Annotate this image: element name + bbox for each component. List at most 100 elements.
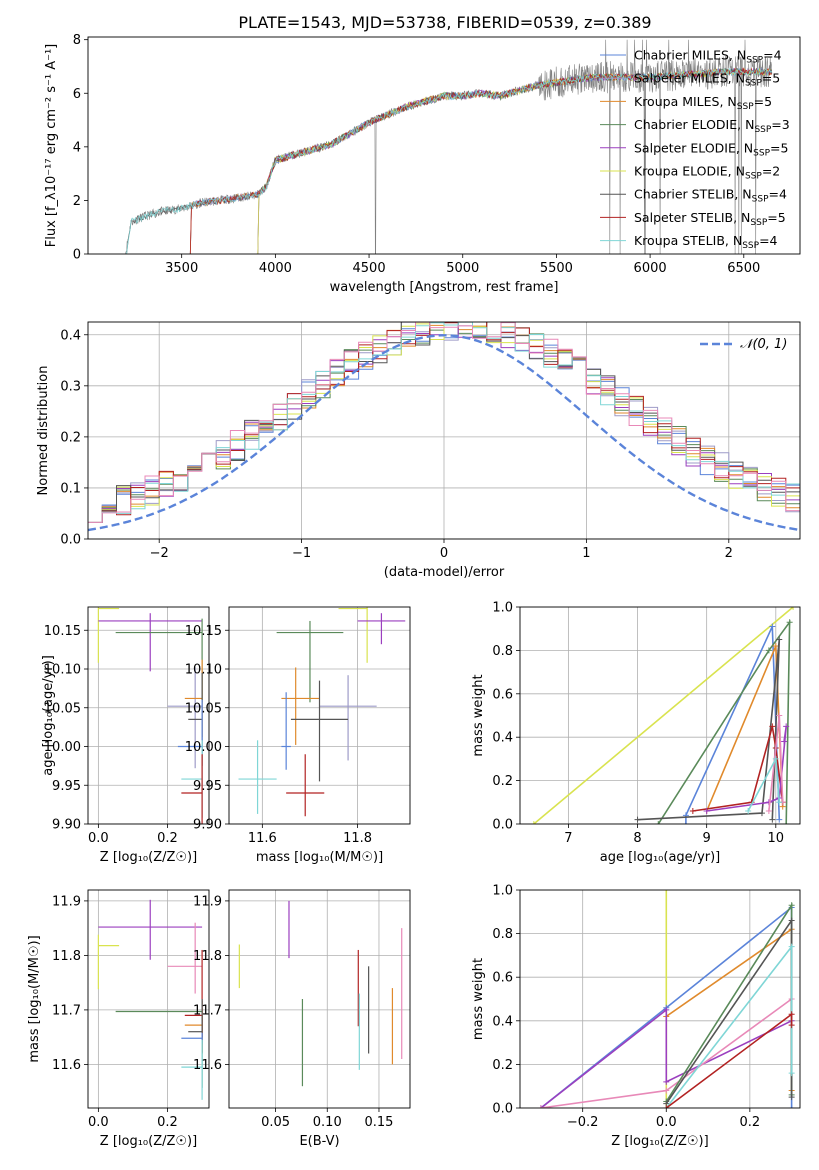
legend-entry: Chabrier STELIB, NSSP=4 — [634, 187, 787, 205]
x-tick-label: 4500 — [353, 261, 386, 276]
y-tick-label: 0.2 — [492, 774, 513, 789]
x-tick-label: 0.0 — [88, 831, 109, 846]
x-tick-label: 0.05 — [261, 1115, 290, 1130]
y-tick-label: 0.3 — [60, 379, 81, 394]
legend-entry: Kroupa STELIB, NSSP=4 — [634, 233, 778, 251]
legend-value: =5 — [767, 210, 785, 225]
legend-sub: SSP — [737, 102, 754, 112]
weight-marker — [772, 643, 779, 650]
x-tick-label: 3500 — [165, 261, 198, 276]
x-axis-label: Z [log₁₀(Z/Z☉)] — [611, 1134, 708, 1149]
weight-marker — [537, 1105, 544, 1108]
mass_age-plot-area — [229, 607, 410, 824]
weight-marker — [745, 807, 752, 814]
weight-line — [657, 619, 791, 824]
weight-marker — [788, 943, 795, 950]
weight-marker — [682, 821, 689, 824]
legend-value: =4 — [769, 187, 787, 202]
legend-entry: Chabrier ELODIE, NSSP=3 — [634, 117, 790, 135]
legend-entry: 𝒩(0, 1) — [740, 337, 787, 352]
weight-marker — [788, 1011, 795, 1018]
weight-marker — [689, 807, 696, 814]
y-tick-label: 9.95 — [193, 779, 222, 794]
legend-value: =5 — [770, 140, 788, 155]
x-axis-label: mass [log₁₀(M/M☉)] — [256, 850, 383, 865]
legend-value: =5 — [754, 94, 772, 109]
weight-line — [533, 607, 794, 824]
weight-marker — [663, 1006, 670, 1013]
y-tick-label: 2 — [73, 194, 81, 209]
weight-line — [665, 944, 793, 1108]
weight-marker — [769, 623, 776, 630]
y-tick-label: 0 — [73, 248, 81, 263]
weight-marker — [663, 890, 670, 893]
y-tick-label: 10.15 — [185, 624, 222, 639]
x-axis-label: age [log₁₀(age/yr)] — [600, 850, 721, 865]
y-tick-label: 6 — [73, 87, 81, 102]
residual-histogram — [88, 322, 800, 523]
x-axis-label: Z [log₁₀(Z/Z☉)] — [100, 1134, 197, 1149]
x-axis-label: E(B-V) — [299, 1134, 339, 1149]
weight-marker — [772, 755, 779, 762]
y-tick-label: 9.90 — [193, 818, 222, 833]
y-tick-label: 10.10 — [44, 663, 81, 678]
y-tick-label: 11.6 — [193, 1058, 222, 1073]
weight-marker — [788, 1105, 795, 1108]
y-tick-label: 10.15 — [44, 624, 81, 639]
z_age-frame — [87, 606, 210, 825]
model-line — [125, 68, 773, 254]
weight-marker — [788, 1022, 795, 1029]
z_weight-frame — [519, 889, 801, 1109]
x-tick-label: 7 — [564, 831, 572, 846]
y-axis-label: mass [log₁₀(M/M☉)] — [27, 935, 42, 1062]
weight-marker — [781, 738, 788, 745]
x-tick-label: 9 — [703, 831, 711, 846]
x-tick-label: 0 — [440, 546, 448, 561]
y-tick-label: 0.4 — [492, 731, 513, 746]
x-tick-label: 0.0 — [656, 1115, 677, 1130]
legend-value: =5 — [762, 71, 780, 86]
x-tick-label: 1 — [582, 546, 590, 561]
weight-marker — [655, 821, 662, 824]
spectrum-plot-area — [125, 39, 773, 254]
y-tick-label: 9.95 — [52, 779, 81, 794]
residuals-frame — [87, 321, 801, 540]
x-tick-label: −2 — [150, 546, 169, 561]
ebv_mass-plot-area — [229, 890, 410, 1108]
weight-line — [665, 927, 793, 1091]
x-axis-label: Z [log₁₀(Z/Z☉)] — [100, 850, 197, 865]
weight-marker — [634, 816, 641, 823]
legend-sub: SSP — [746, 56, 763, 66]
y-tick-label: 1.0 — [492, 601, 513, 616]
y-tick-label: 4 — [73, 140, 81, 155]
y-axis-label: mass weight — [471, 674, 486, 756]
weight-marker — [765, 807, 772, 814]
weight-marker — [776, 636, 783, 643]
weight-line — [540, 1008, 792, 1108]
y-tick-label: 0.4 — [60, 328, 81, 343]
legend-sub: SSP — [745, 172, 762, 182]
y-tick-label: 10.05 — [185, 701, 222, 716]
x-tick-label: 0.10 — [313, 1115, 342, 1130]
x-tick-label: 0.2 — [157, 1115, 178, 1130]
x-tick-label: 4000 — [259, 261, 292, 276]
legend-entry: Salpeter ELODIE, NSSP=5 — [634, 140, 788, 158]
x-tick-label: 6000 — [634, 261, 667, 276]
y-axis-label: Flux [f_λ10⁻¹⁷ erg cm⁻² s⁻¹ A⁻¹] — [44, 44, 59, 248]
weight-marker — [788, 902, 795, 909]
x-tick-label: 8 — [633, 831, 641, 846]
weight-marker — [663, 1105, 670, 1108]
weight-marker — [776, 712, 783, 719]
y-tick-label: 0.2 — [60, 430, 81, 445]
z_mass-frame — [87, 889, 210, 1109]
x-tick-label: −1 — [292, 546, 311, 561]
y-tick-label: 10.00 — [185, 740, 222, 755]
x-tick-label: 2 — [725, 546, 733, 561]
y-tick-label: 11.7 — [52, 1003, 81, 1018]
x-axis-label: wavelength [Angstrom, rest frame] — [330, 280, 559, 295]
legend-sub: SSP — [753, 148, 770, 158]
legend-value: =3 — [771, 117, 789, 132]
x-tick-label: 0.2 — [740, 1115, 761, 1130]
y-tick-label: 11.9 — [52, 894, 81, 909]
y-tick-label: 10.05 — [44, 701, 81, 716]
